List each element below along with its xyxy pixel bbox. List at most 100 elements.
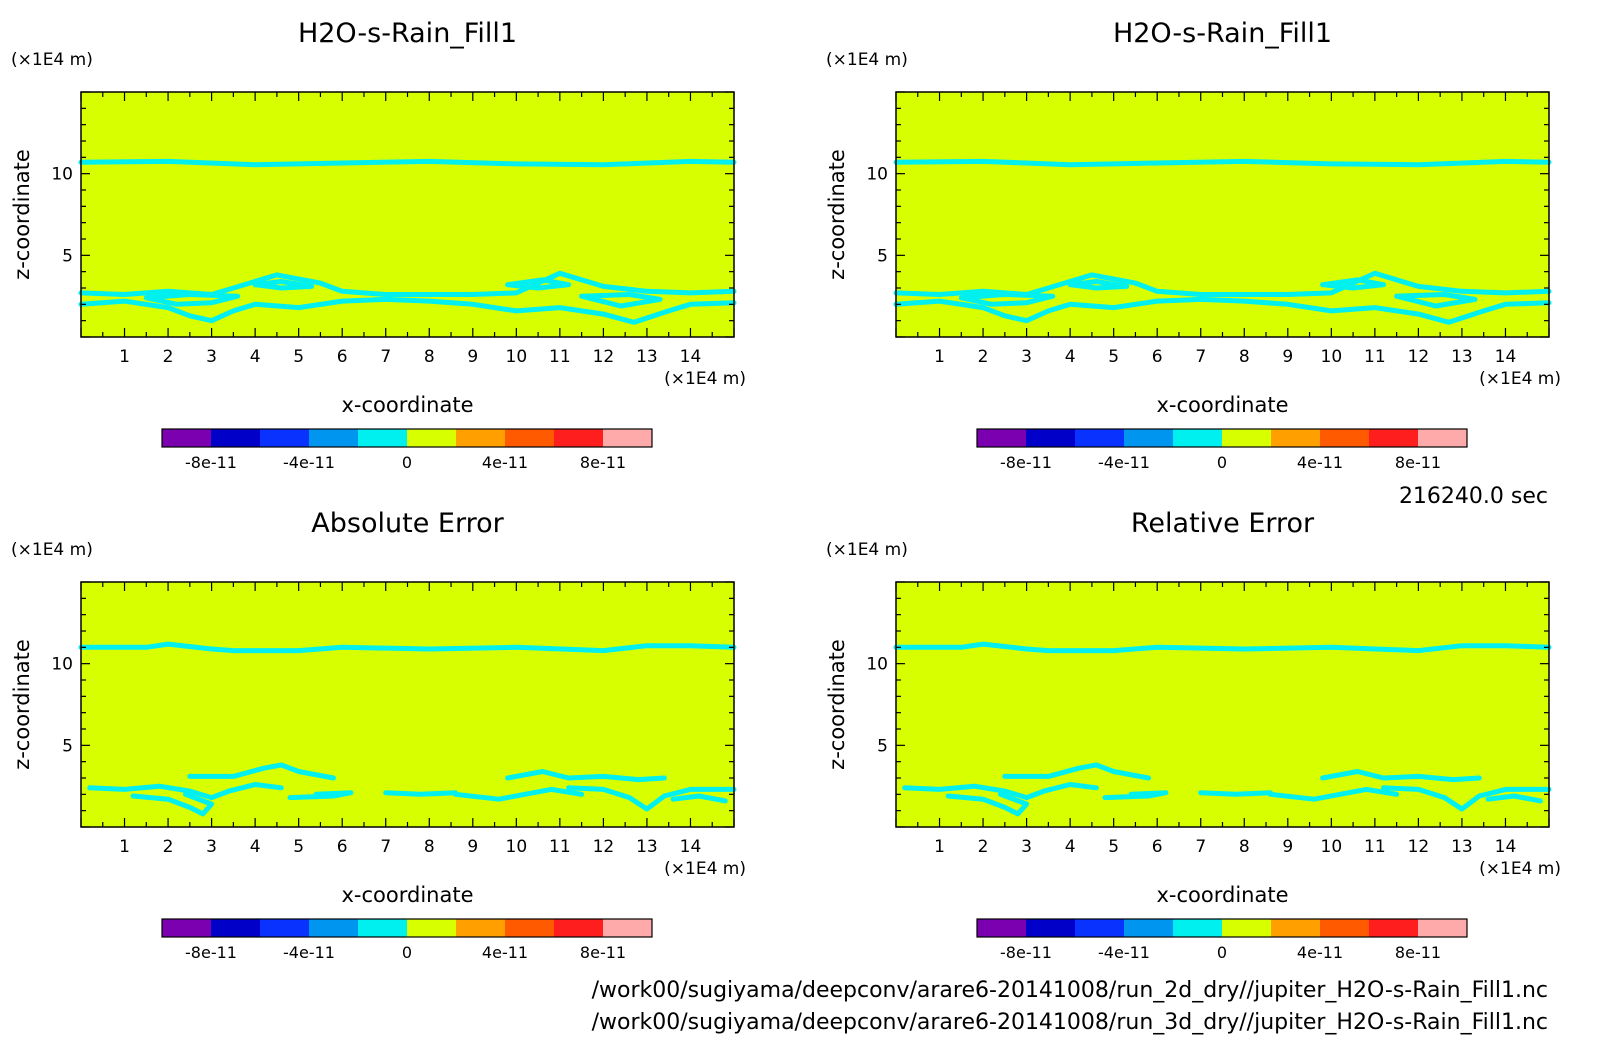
x-tick-label: 11	[549, 347, 571, 367]
colorbar-segment	[407, 919, 457, 937]
contour-line	[1320, 769, 1482, 783]
colorbar-segment	[211, 429, 261, 447]
x-unit-label: (×1E4 m)	[1479, 859, 1561, 879]
x-tick-label: 12	[1408, 347, 1430, 367]
x-tick-label: 14	[1495, 347, 1517, 367]
colorbar-segment	[1173, 429, 1223, 447]
x-tick-label: 4	[250, 347, 261, 367]
colorbar-tick-label: 8e-11	[580, 943, 626, 962]
x-tick-label: 2	[978, 837, 989, 857]
colorbar-segment	[1124, 429, 1174, 447]
colorbar-tick-label: -4e-11	[283, 943, 335, 962]
colorbar-tick-label: -8e-11	[1000, 453, 1052, 472]
colorbar-segment	[1222, 429, 1272, 447]
colorbar-tick-label: 0	[402, 453, 412, 472]
x-tick-label: 7	[1195, 347, 1206, 367]
y-tick-label: 5	[877, 246, 888, 266]
colorbar-segment	[1173, 919, 1223, 937]
x-tick-label: 1	[119, 347, 130, 367]
x-tick-label: 13	[636, 347, 658, 367]
contour-line	[670, 793, 728, 804]
colorbar-segment	[505, 919, 555, 937]
x-tick-label: 9	[467, 347, 478, 367]
panels: H2O-s-Rain_Fill1(×1E4 m)1 2 3 4 5 6 7 8 9 10 11 12 1…	[10, 18, 1561, 962]
panel-3: Absolute Error(×1E4 m)1 2 3 4 5 6 7 8 9 10 11 12 13 1…	[10, 508, 746, 962]
colorbar-segment	[1418, 429, 1468, 447]
x-tick-label: 5	[1108, 347, 1119, 367]
colorbar-tick-label: -8e-11	[185, 943, 237, 962]
colorbar-segment	[1222, 919, 1272, 937]
colorbar-frame	[976, 428, 1468, 448]
x-unit-label: (×1E4 m)	[1479, 369, 1561, 389]
y-tick-label: 10	[51, 655, 73, 675]
x-axis-label: x-coordinate	[341, 883, 473, 907]
x-tick-label: 13	[636, 837, 658, 857]
contour-line	[1394, 292, 1478, 309]
colorbar-segment	[456, 919, 506, 937]
y-tick-label: 5	[62, 736, 73, 756]
y-unit-label: (×1E4 m)	[826, 50, 908, 70]
x-tick-label: 12	[593, 347, 615, 367]
y-tick-label: 5	[62, 246, 73, 266]
colorbar-frame	[161, 428, 653, 448]
colorbar-segment	[1075, 919, 1125, 937]
x-tick-label: 5	[293, 347, 304, 367]
colorbar-segment	[554, 429, 604, 447]
x-tick-label: 4	[1065, 837, 1076, 857]
colorbar-segment	[1271, 429, 1321, 447]
colorbar-tick-label: 8e-11	[580, 453, 626, 472]
colorbar-segment	[554, 919, 604, 937]
contour-line	[383, 790, 458, 797]
colorbar-segment	[309, 919, 359, 937]
y-unit-label: (×1E4 m)	[826, 540, 908, 560]
x-axis-label: x-coordinate	[1156, 393, 1288, 417]
x-tick-label: 1	[119, 837, 130, 857]
x-tick-label: 6	[337, 347, 348, 367]
x-tick-label: 4	[1065, 347, 1076, 367]
colorbar-frame	[976, 918, 1468, 938]
contour-line	[505, 769, 667, 783]
x-tick-label: 9	[1282, 837, 1293, 857]
contour-line	[78, 641, 737, 654]
colorbar-segment	[407, 429, 457, 447]
time-label: 216240.0 sec	[1399, 484, 1548, 509]
contour-line	[958, 292, 1056, 307]
colorbar-segment	[1271, 919, 1321, 937]
x-axis-label: x-coordinate	[1156, 883, 1288, 907]
colorbar-segment	[1369, 919, 1419, 937]
y-tick-label: 10	[866, 165, 888, 185]
x-tick-label: 3	[206, 837, 217, 857]
x-tick-label: 8	[1239, 347, 1250, 367]
y-axis-label: z-coordinate	[825, 149, 849, 280]
x-tick-label: 13	[1451, 837, 1473, 857]
contour-line	[1002, 762, 1151, 781]
colorbar-tick-label: 4e-11	[482, 943, 528, 962]
colorbar-tick-label: 4e-11	[482, 453, 528, 472]
x-tick-label: 11	[1364, 837, 1386, 857]
x-tick-label: 7	[1195, 837, 1206, 857]
colorbar: -8e-11 -4e-11 0 4e-11 8e-11	[161, 918, 653, 962]
x-tick-label: 8	[1239, 837, 1250, 857]
x-tick-label: 9	[467, 837, 478, 857]
x-tick-label: 2	[163, 837, 174, 857]
colorbar-segment	[1320, 919, 1370, 937]
y-unit-label: (×1E4 m)	[11, 50, 93, 70]
colorbar-tick-label: -4e-11	[283, 453, 335, 472]
panel-4: Relative Error(×1E4 m)1 2 3 4 5 6 7 8 9 10 11 12 13 1…	[825, 508, 1561, 962]
footer-path-2d: /work00/sugiyama/deepconv/arare6-2014100…	[592, 978, 1548, 1003]
colorbar-tick-label: -8e-11	[1000, 943, 1052, 962]
colorbar-tick-label: -8e-11	[185, 453, 237, 472]
x-tick-label: 12	[1408, 837, 1430, 857]
colorbar-segment	[1320, 429, 1370, 447]
field-fill	[81, 582, 734, 827]
x-tick-label: 7	[380, 347, 391, 367]
x-tick-label: 13	[1451, 347, 1473, 367]
x-tick-label: 5	[1108, 837, 1119, 857]
contour-line	[87, 782, 284, 801]
colorbar-segment	[358, 429, 408, 447]
x-tick-label: 12	[593, 837, 615, 857]
colorbar-segment	[1124, 919, 1174, 937]
x-tick-label: 8	[424, 837, 435, 857]
contour-line	[579, 292, 663, 309]
contour-line	[945, 791, 1030, 817]
